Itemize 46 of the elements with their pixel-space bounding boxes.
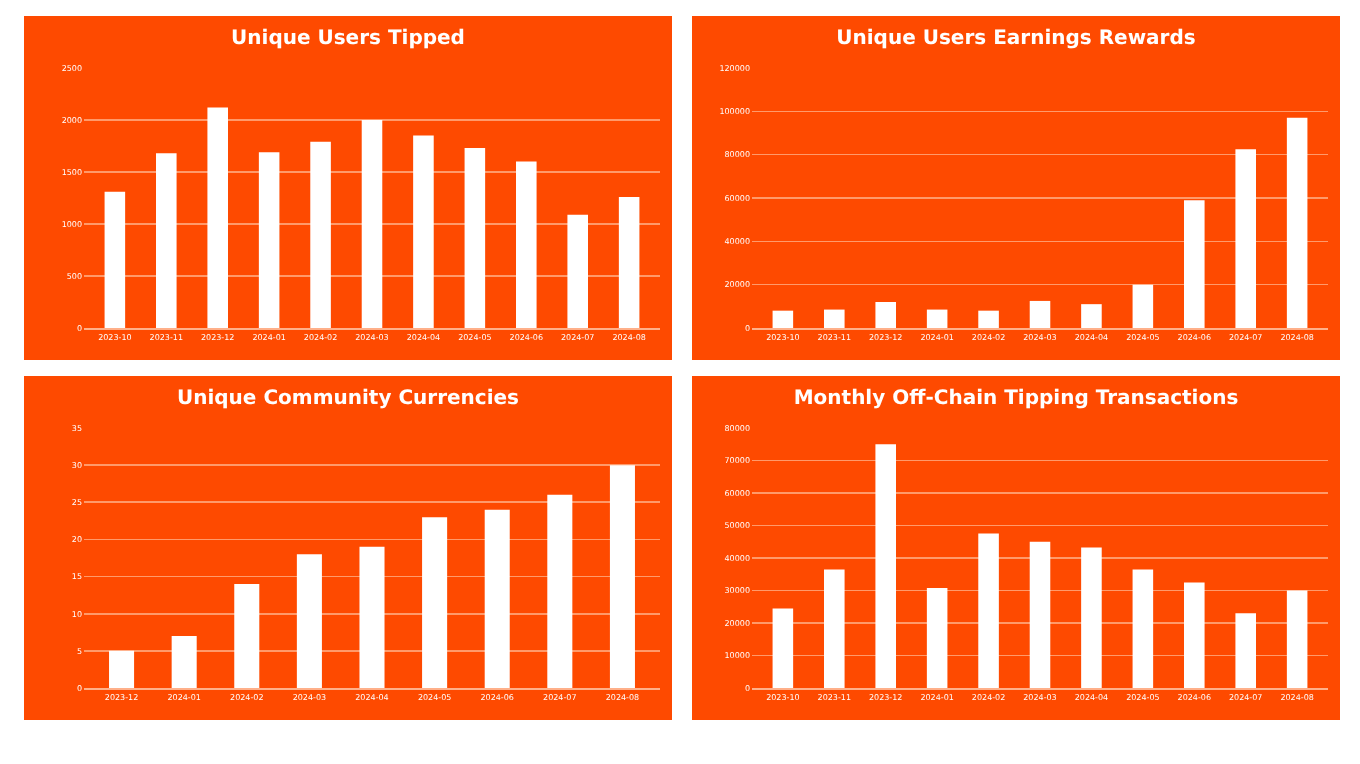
bar: [1029, 541, 1051, 688]
bar: [296, 554, 322, 688]
chart-title: Monthly Off-Chain Tipping Transactions: [793, 387, 1239, 410]
chart-title: Unique Users Tipped: [231, 27, 465, 50]
bar: [464, 148, 486, 328]
bar: [1132, 284, 1154, 328]
bar: [258, 152, 280, 328]
bar: [109, 650, 135, 688]
bar: [1081, 547, 1102, 688]
bar: [484, 509, 510, 688]
bar: [978, 310, 999, 328]
bar: [618, 196, 640, 328]
bar: [875, 302, 896, 328]
bar: [171, 636, 197, 688]
bar: [772, 608, 794, 688]
bar: [207, 107, 228, 328]
chart-title: Unique Community Currencies: [176, 387, 520, 410]
bar: [1081, 304, 1102, 328]
bar: [413, 135, 434, 328]
bar: [547, 494, 573, 688]
bar: [1235, 149, 1256, 328]
bar: [1286, 590, 1308, 688]
bar: [359, 546, 385, 688]
bar: [926, 309, 948, 328]
bar: [1184, 200, 1205, 328]
bar: [978, 533, 999, 688]
bar: [567, 214, 588, 328]
bar: [1286, 117, 1308, 328]
bar: [1132, 569, 1154, 688]
bar: [234, 584, 260, 688]
bar: [516, 161, 537, 328]
bar: [875, 444, 896, 688]
bar: [824, 309, 845, 328]
bar: [156, 153, 177, 328]
bar: [361, 120, 383, 328]
bar: [104, 191, 126, 328]
bar: [609, 465, 635, 688]
bar: [926, 587, 948, 688]
bar: [772, 310, 794, 328]
bar: [1184, 582, 1205, 688]
bar: [1029, 300, 1051, 328]
chart-title: Unique Users Earnings Rewards: [836, 27, 1196, 50]
bar: [824, 569, 845, 688]
bar: [1235, 613, 1256, 688]
bar: [310, 141, 331, 328]
bar: [422, 517, 448, 688]
